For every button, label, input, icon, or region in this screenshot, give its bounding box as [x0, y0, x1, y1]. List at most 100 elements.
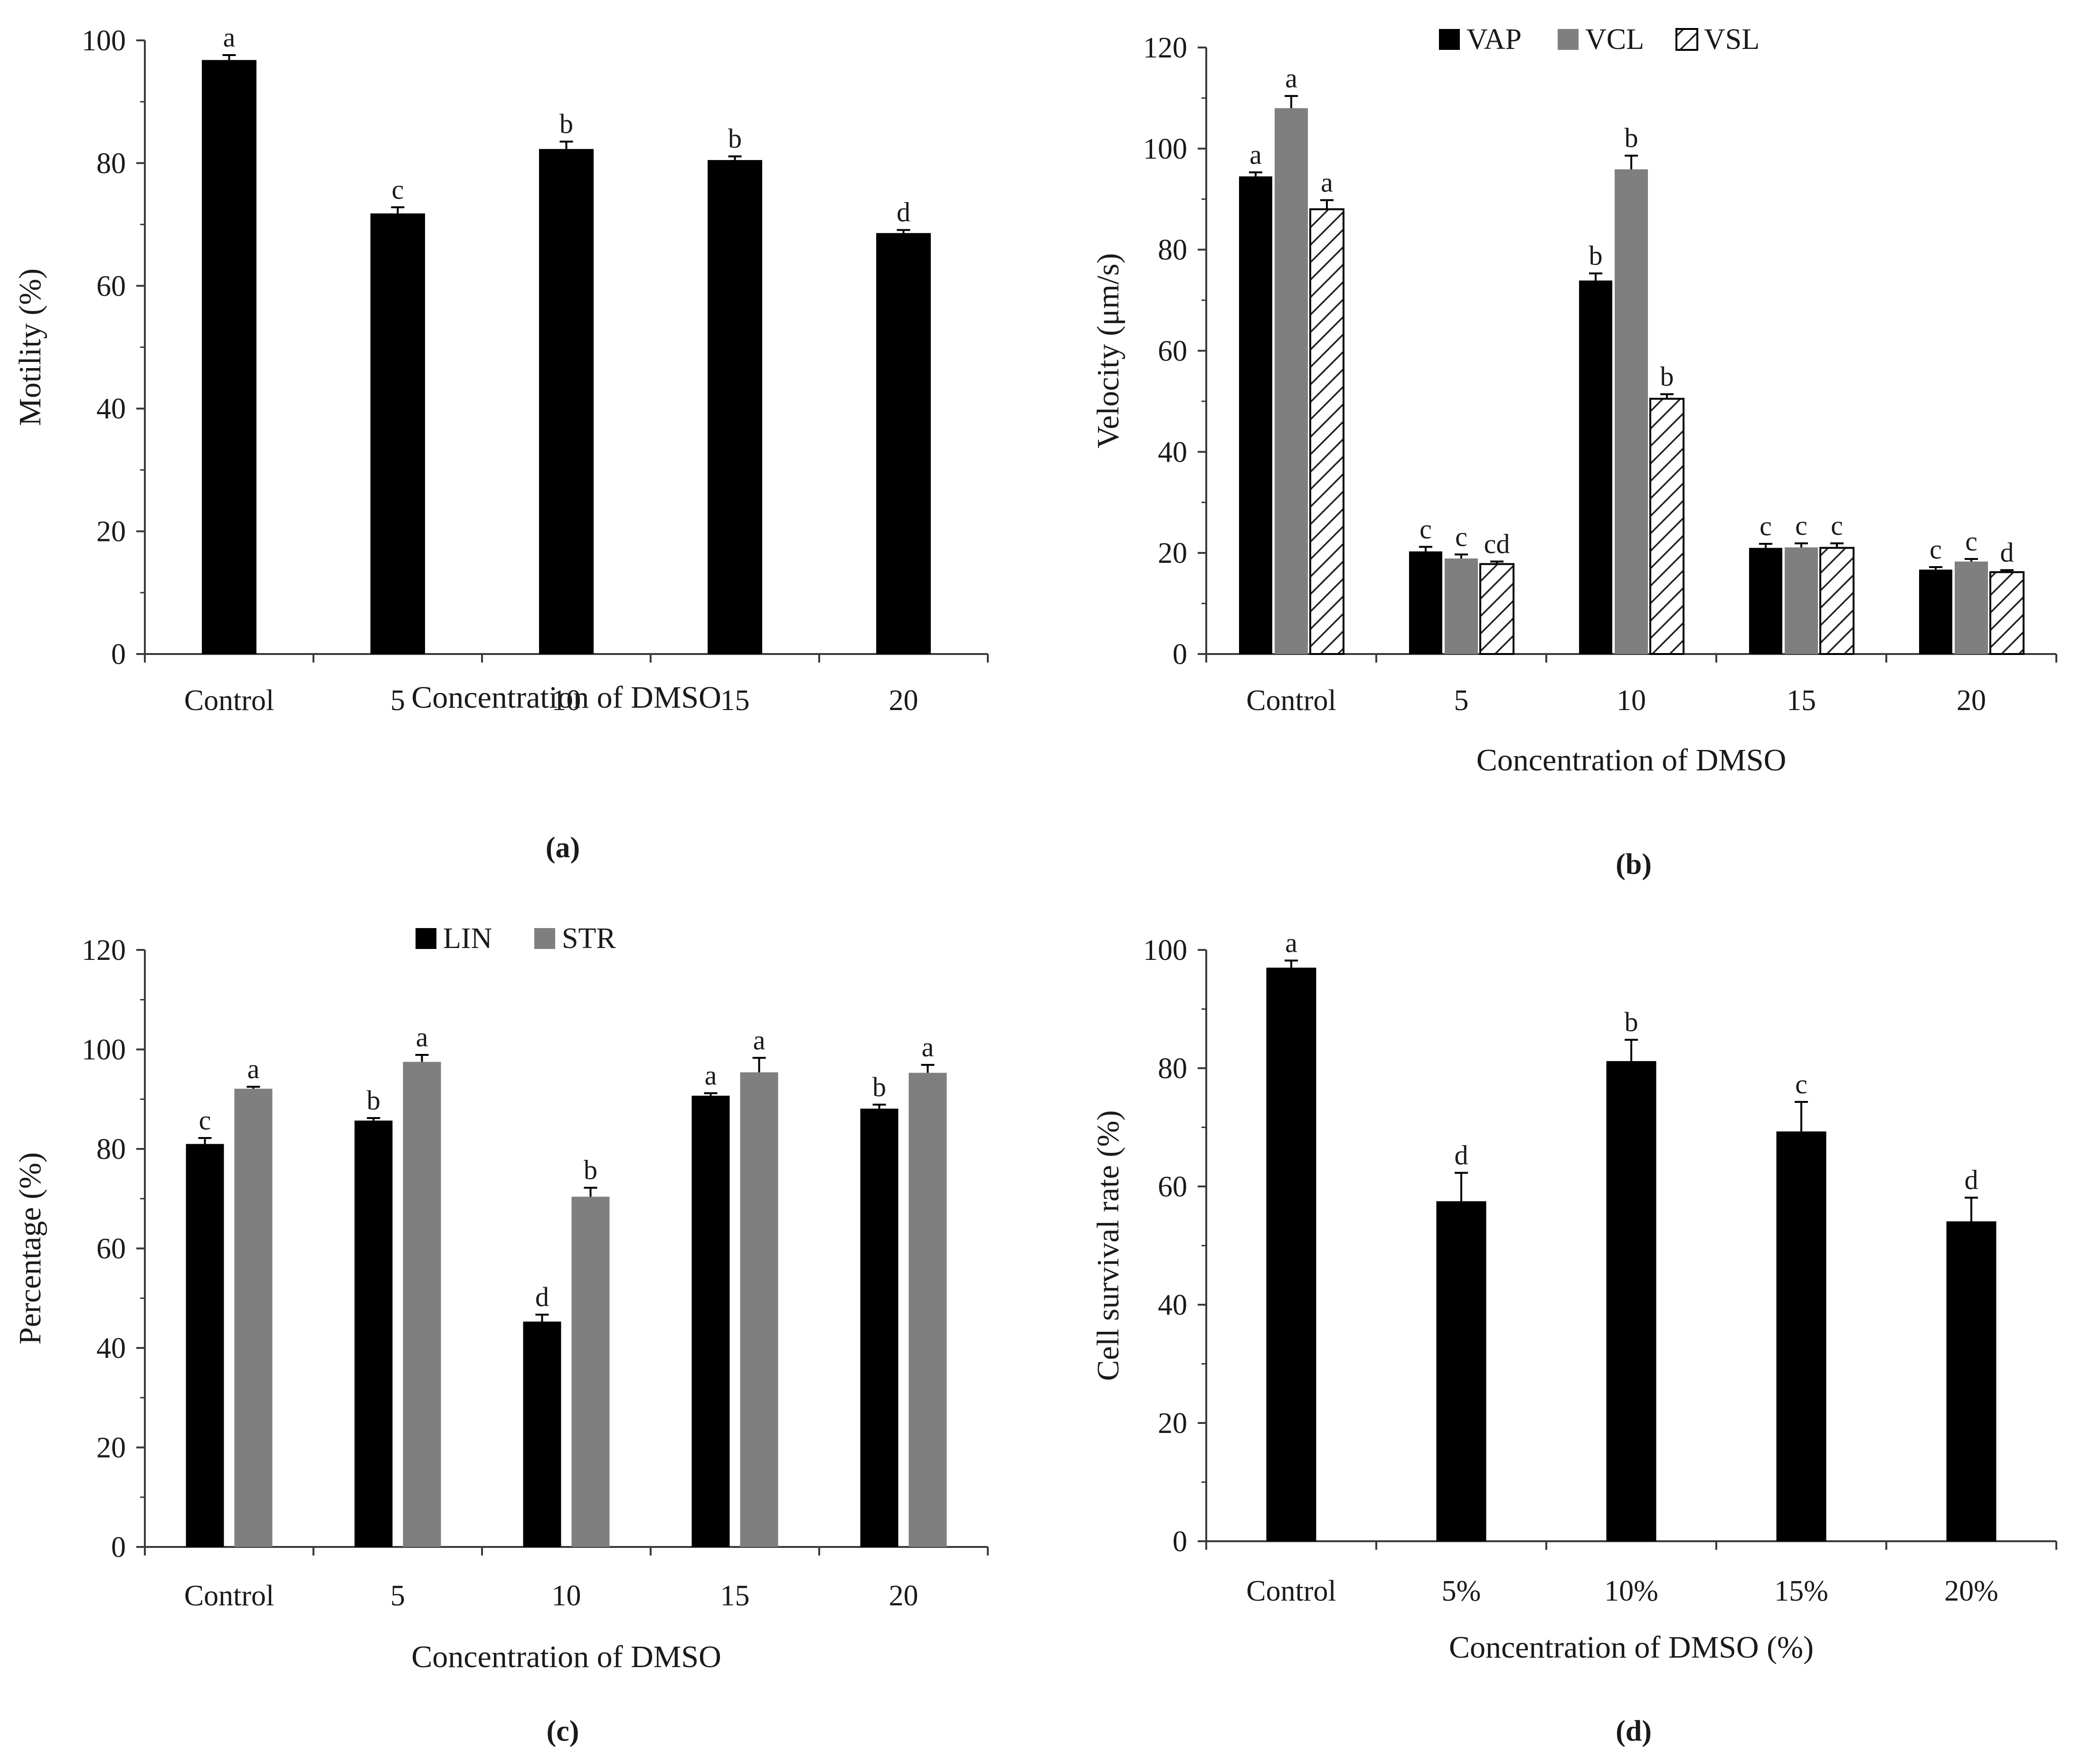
- y-tick-label: 20: [96, 1432, 126, 1464]
- y-tick-label: 0: [111, 638, 126, 671]
- chart-panel-d: 0 20 40 60 80 100 Control 5% 10% 15% 20% Concentrat…: [1091, 927, 2057, 1665]
- bar-vcl: [1955, 561, 1988, 654]
- panel-label-c: (c): [547, 1715, 579, 1747]
- bar-lin: [860, 1109, 899, 1547]
- significance-letter: d: [1455, 1139, 1468, 1170]
- significance-letter: a: [705, 1060, 717, 1091]
- significance-letter: d: [897, 197, 910, 228]
- legend-swatch-lin: [416, 928, 436, 949]
- y-tick-label: 100: [82, 25, 126, 57]
- x-tick-label: Control: [1246, 684, 1336, 717]
- x-tick-label: 5%: [1442, 1575, 1481, 1607]
- legend-swatch-vap: [1439, 29, 1460, 50]
- x-tick-label: 15: [720, 684, 750, 717]
- significance-letter: c: [1930, 534, 1942, 565]
- x-tick-label: Control: [1246, 1575, 1336, 1607]
- bar-lin: [523, 1321, 561, 1547]
- bar-motility: [539, 149, 594, 654]
- y-tick-label: 60: [1158, 335, 1187, 368]
- significance-letter: a: [922, 1032, 934, 1062]
- y-tick-label: 100: [82, 1034, 126, 1066]
- x-tick-label: Control: [184, 1580, 274, 1612]
- y-tick-label: 40: [96, 1332, 126, 1365]
- significance-letter: b: [1660, 361, 1674, 392]
- bar-vsl: [1309, 208, 1344, 655]
- bar-vsl: [1989, 571, 2025, 655]
- bar-vsl: [1479, 563, 1514, 655]
- y-tick-label: 60: [1158, 1171, 1187, 1203]
- y-tick-label: 80: [96, 147, 126, 180]
- bar-vcl: [1275, 108, 1308, 654]
- bar-str: [571, 1196, 610, 1547]
- y-axis-label: Cell survival rate (%): [1091, 1110, 1126, 1381]
- bar-vap: [1919, 569, 1952, 654]
- y-tick-label: 40: [1158, 436, 1187, 468]
- bar-lin: [186, 1144, 224, 1547]
- significance-letter: c: [1795, 1069, 1807, 1100]
- significance-letter: b: [1625, 1006, 1638, 1037]
- significance-letter: b: [728, 123, 742, 154]
- x-tick-label: 15%: [1774, 1575, 1828, 1607]
- x-tick-label: 20%: [1944, 1575, 1998, 1607]
- bar-vcl: [1445, 558, 1478, 654]
- significance-letter: a: [247, 1053, 260, 1084]
- bar-motility: [708, 160, 762, 654]
- x-tick-label: 15: [720, 1580, 750, 1612]
- y-tick-label: 40: [1158, 1289, 1187, 1321]
- y-tick-label: 120: [1143, 32, 1187, 64]
- significance-letter: c: [1419, 513, 1432, 544]
- x-tick-label: 10: [552, 1580, 581, 1612]
- x-tick-label: 10: [1617, 684, 1646, 717]
- panel-label-a: (a): [546, 832, 580, 864]
- y-tick-label: 20: [1158, 1407, 1187, 1440]
- x-tick-label: 10: [552, 684, 581, 717]
- significance-letter: a: [1321, 167, 1333, 198]
- significance-letter: a: [1285, 927, 1297, 958]
- bar-str: [908, 1072, 947, 1547]
- legend-label-lin: LIN: [443, 922, 492, 955]
- chart-panel-a: 0 20 40 60 80 100 Control 5 10 15 20 Concentration …: [13, 22, 989, 717]
- panel-label-d: (d): [1616, 1715, 1652, 1747]
- legend-label-vsl: VSL: [1704, 23, 1760, 56]
- y-tick-label: 0: [1173, 638, 1187, 671]
- bar-cell-survival-rate: [1776, 1131, 1826, 1541]
- x-tick-label: 20: [889, 684, 918, 717]
- bar-cell-survival-rate: [1266, 967, 1316, 1541]
- significance-letter: a: [1285, 63, 1297, 94]
- significance-letter: b: [1589, 240, 1603, 271]
- y-tick-label: 60: [96, 270, 126, 303]
- y-axis-label: Velocity (μm/s): [1091, 253, 1126, 448]
- bar-motility: [202, 60, 256, 654]
- y-tick-label: 60: [96, 1233, 126, 1265]
- bar-vap: [1579, 280, 1612, 654]
- x-tick-label: 20: [1957, 684, 1986, 717]
- bar-motility: [876, 233, 931, 654]
- y-tick-label: 100: [1143, 133, 1187, 165]
- y-tick-label: 40: [96, 393, 126, 425]
- legend-swatch-vsl: [1675, 28, 1698, 51]
- significance-letter: a: [416, 1022, 428, 1053]
- x-tick-label: 20: [889, 1580, 918, 1612]
- legend-label-vap: VAP: [1467, 23, 1522, 56]
- significance-letter: c: [1831, 510, 1843, 541]
- bar-vap: [1409, 551, 1442, 654]
- legend-label-vcl: VCL: [1585, 23, 1644, 56]
- y-tick-label: 20: [1158, 537, 1187, 569]
- bar-vsl: [1819, 547, 1854, 655]
- x-tick-label: Control: [184, 684, 274, 717]
- y-tick-label: 100: [1143, 934, 1187, 967]
- x-tick-label: 10%: [1604, 1575, 1658, 1607]
- significance-letter: b: [584, 1155, 597, 1185]
- significance-letter: c: [1795, 510, 1807, 541]
- bar-motility: [370, 213, 425, 654]
- significance-letter: d: [2000, 537, 2014, 568]
- x-tick-label: 5: [390, 1580, 405, 1612]
- significance-letter: b: [559, 108, 573, 139]
- significance-letter: b: [367, 1085, 380, 1116]
- bar-vap: [1239, 176, 1272, 654]
- significance-letter: a: [223, 22, 236, 53]
- bar-lin: [354, 1120, 393, 1547]
- x-tick-label: 5: [1454, 684, 1469, 717]
- significance-letter: c: [392, 174, 404, 205]
